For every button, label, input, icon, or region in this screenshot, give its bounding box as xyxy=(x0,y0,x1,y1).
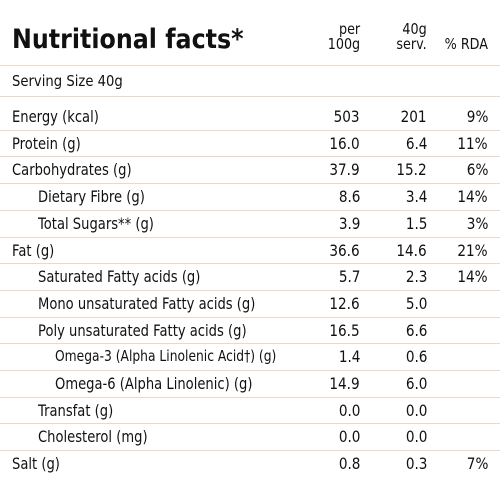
cell-value: 14% xyxy=(457,187,488,207)
divider xyxy=(0,183,500,185)
divider xyxy=(0,289,500,291)
cell-value: 3% xyxy=(466,213,488,233)
row-label: Poly unsaturated Fatty acids (g) xyxy=(38,320,247,340)
serving-size: Serving Size 40g xyxy=(12,72,123,90)
column-header: 40g serv. xyxy=(396,20,427,53)
cell-value: 36.6 xyxy=(329,240,360,260)
cell-value: 37.9 xyxy=(329,160,360,180)
cell-value: 3.4 xyxy=(405,187,427,207)
divider xyxy=(0,370,500,371)
divider xyxy=(0,423,500,425)
divider xyxy=(0,129,500,131)
row-label: Salt (g) xyxy=(12,454,60,474)
column-header: per 100g xyxy=(327,20,360,53)
cell-value: 5.0 xyxy=(405,293,427,313)
row-label: Energy (kcal) xyxy=(12,107,99,126)
divider xyxy=(0,343,500,345)
title: Nutritional facts* xyxy=(12,24,244,55)
cell-value: 201 xyxy=(401,107,427,126)
row-label: Omega-6 (Alpha Linolenic) (g) xyxy=(55,374,253,393)
cell-value: 1.5 xyxy=(405,213,427,233)
row-label: Cholesterol (mg) xyxy=(38,427,148,447)
row-label: Carbohydrates (g) xyxy=(12,160,132,180)
row-label: Protein (g) xyxy=(12,133,81,153)
cell-value: 5.7 xyxy=(338,267,360,287)
divider xyxy=(0,96,500,97)
cell-value: 12.6 xyxy=(329,293,360,313)
row-label: Omega-3 (Alpha Linolenic Acid†) (g) xyxy=(55,347,277,366)
cell-value: 21% xyxy=(457,240,488,260)
cell-value: 6% xyxy=(466,160,488,180)
divider xyxy=(0,65,500,66)
cell-value: 16.0 xyxy=(329,133,360,153)
row-label: Fat (g) xyxy=(12,240,55,260)
column-header: % RDA xyxy=(444,35,488,53)
cell-value: 0.0 xyxy=(338,400,360,420)
cell-value: 14% xyxy=(457,267,488,287)
cell-value: 6.0 xyxy=(405,374,427,393)
cell-value: 11% xyxy=(457,133,488,153)
row-label: Total Sugars** (g) xyxy=(38,213,154,233)
cell-value: 14.9 xyxy=(329,374,360,393)
divider xyxy=(0,156,500,158)
cell-value: 0.8 xyxy=(338,454,360,474)
cell-value: 2.3 xyxy=(405,267,427,287)
cell-value: 9% xyxy=(466,107,488,126)
cell-value: 15.2 xyxy=(396,160,427,180)
cell-value: 6.6 xyxy=(405,320,427,340)
divider xyxy=(0,316,500,318)
cell-value: 8.6 xyxy=(338,187,360,207)
cell-value: 0.0 xyxy=(405,400,427,420)
divider xyxy=(0,209,500,211)
cell-value: 7% xyxy=(466,454,488,474)
row-label: Saturated Fatty acids (g) xyxy=(38,267,201,287)
row-label: Transfat (g) xyxy=(38,400,114,420)
cell-value: 16.5 xyxy=(329,320,360,340)
divider xyxy=(0,396,500,398)
cell-value: 14.6 xyxy=(396,240,427,260)
divider xyxy=(0,450,500,452)
divider xyxy=(0,263,500,265)
divider xyxy=(0,236,500,238)
cell-value: 503 xyxy=(334,107,360,126)
cell-value: 6.4 xyxy=(405,133,427,153)
cell-value: 0.3 xyxy=(405,454,427,474)
row-label: Dietary Fibre (g) xyxy=(38,187,145,207)
cell-value: 3.9 xyxy=(338,213,360,233)
row-label: Mono unsaturated Fatty acids (g) xyxy=(38,293,256,313)
cell-value: 0.0 xyxy=(338,427,360,447)
cell-value: 0.0 xyxy=(405,427,427,447)
cell-value: 1.4 xyxy=(338,347,360,367)
cell-value: 0.6 xyxy=(405,347,427,367)
